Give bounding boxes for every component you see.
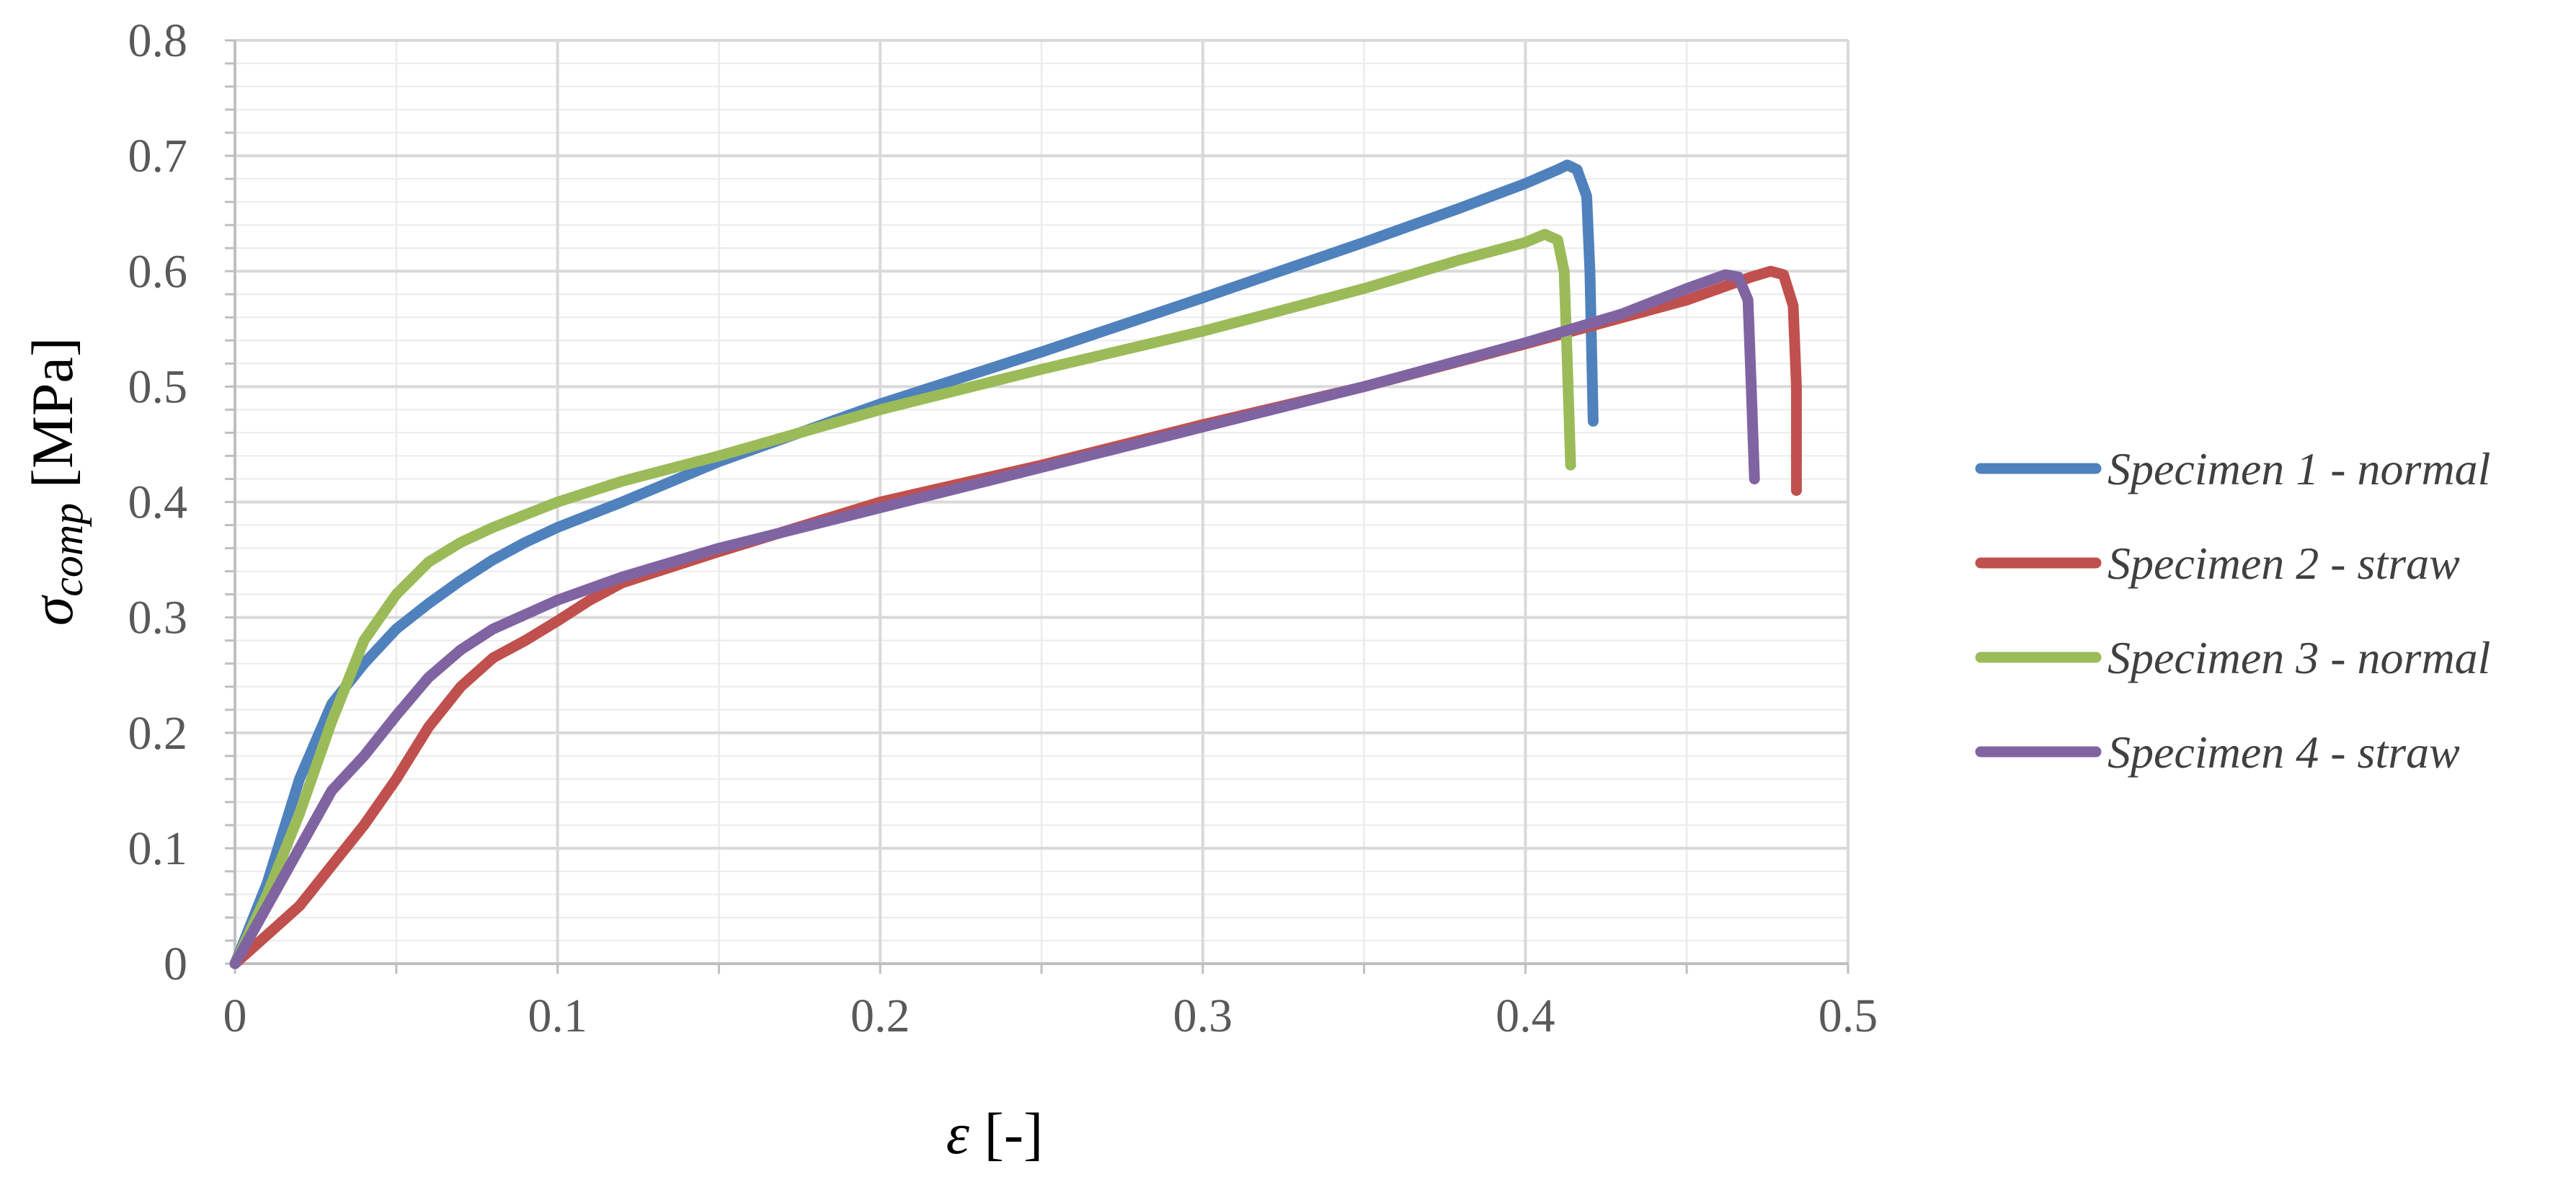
y-tick-label: 0 — [164, 938, 187, 990]
y-tick-label: 0.5 — [128, 360, 188, 413]
series-line-3 — [229, 228, 1576, 969]
x-tick-label: 0.4 — [1496, 990, 1555, 1042]
y-tick-label: 0.6 — [128, 245, 188, 298]
axes — [225, 39, 1849, 974]
y-tick-label: 0.3 — [128, 592, 188, 644]
legend-label-3: Specimen 3 - normal — [2108, 632, 2490, 683]
series-line-1 — [229, 159, 1599, 969]
y-axis-title: σcomp [MPa] — [19, 337, 92, 626]
major-gridlines — [235, 39, 1849, 964]
y-tick-label: 0.8 — [128, 14, 188, 67]
series-lines — [229, 159, 1802, 969]
y-tick-label: 0.4 — [128, 476, 188, 529]
x-tick-label: 0.2 — [850, 990, 910, 1042]
x-axis-title: ε [-] — [946, 1101, 1044, 1166]
x-tick-label: 0.1 — [528, 990, 587, 1042]
x-tick-labels: 0 0.1 0.2 0.3 0.4 0.5 — [223, 990, 1878, 1042]
y-tick-label: 0.1 — [128, 822, 188, 875]
x-tick-label: 0.5 — [1818, 990, 1878, 1042]
y-tick-label: 0.2 — [128, 707, 188, 760]
legend: Specimen 1 - normal Specimen 2 - straw Spe… — [1975, 443, 2490, 778]
x-tick-label: 0.3 — [1173, 990, 1233, 1042]
legend-label-2: Specimen 2 - straw — [2108, 538, 2460, 589]
series-line-4 — [229, 269, 1760, 969]
y-tick-labels: 0 0.1 0.2 0.3 0.4 0.5 0.6 0.7 0.8 — [128, 14, 188, 990]
x-tick-label: 0 — [223, 990, 247, 1042]
legend-label-1: Specimen 1 - normal — [2108, 443, 2490, 494]
minor-gridlines — [235, 40, 1848, 964]
y-tick-label: 0.7 — [128, 130, 188, 182]
legend-label-4: Specimen 4 - straw — [2108, 727, 2460, 778]
